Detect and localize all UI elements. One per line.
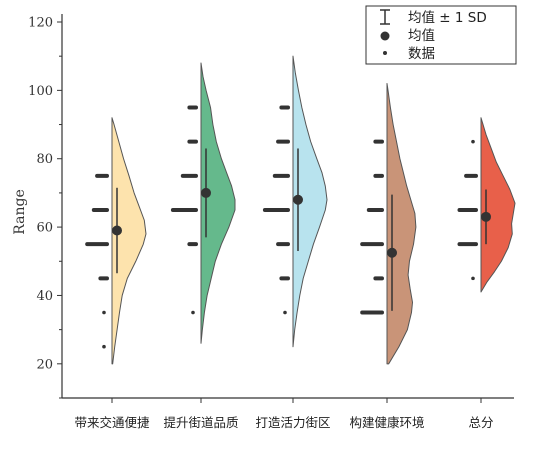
- y-tick-label: 100: [28, 84, 53, 99]
- y-tick-label: 80: [36, 152, 53, 167]
- y-axis-title: Range: [12, 189, 28, 234]
- legend: 均值 ± 1 SD 均值 数据: [365, 5, 517, 65]
- x-tick-label: 构建健康环境: [349, 415, 424, 430]
- x-tick-label: 带来交通便捷: [74, 415, 150, 430]
- data-point: [471, 276, 475, 281]
- half-violin-shape: [292, 55, 328, 348]
- axes: 20 40 60 80 100 120 带来交通便捷 提升街道品质 打造活力街区 构建健康环境 总分: [28, 14, 514, 430]
- legend-errorbar-icon: [380, 9, 390, 25]
- mean-point: [293, 194, 303, 205]
- violin-group: [262, 55, 328, 348]
- violin-group: [170, 62, 236, 344]
- half-violin-shape: [200, 62, 236, 344]
- violin-group: [85, 117, 147, 365]
- data-point: [191, 310, 195, 315]
- mean-point: [387, 247, 397, 258]
- legend-dot-icon: [380, 31, 390, 41]
- x-tick-label: 提升街道品质: [163, 415, 238, 430]
- mean-point: [112, 225, 122, 236]
- y-tick-label: 20: [36, 357, 53, 372]
- mean-point: [201, 187, 211, 198]
- mean-point: [481, 211, 491, 222]
- half-violin-shape: [111, 117, 147, 365]
- plot-area: [85, 55, 516, 365]
- half-violin-shape: [386, 83, 417, 365]
- data-point: [283, 310, 287, 315]
- y-tick-label: 120: [28, 16, 53, 31]
- x-tick-label: 总分: [468, 415, 493, 430]
- violin-group: [457, 117, 516, 293]
- data-point: [471, 139, 475, 144]
- legend-small-dot-icon: [383, 51, 387, 55]
- legend-label-mean-sd: 均值 ± 1 SD: [408, 10, 487, 26]
- y-tick-label: 60: [36, 221, 53, 236]
- legend-box: [365, 5, 517, 65]
- y-tick-label: 40: [36, 289, 53, 304]
- violin-group: [360, 83, 417, 365]
- legend-label-data: 数据: [408, 46, 435, 62]
- legend-label-mean: 均值: [408, 28, 435, 44]
- half-violin-shape: [480, 117, 516, 293]
- data-point: [102, 344, 106, 349]
- data-point: [102, 310, 106, 315]
- x-tick-label: 打造活力街区: [255, 415, 330, 430]
